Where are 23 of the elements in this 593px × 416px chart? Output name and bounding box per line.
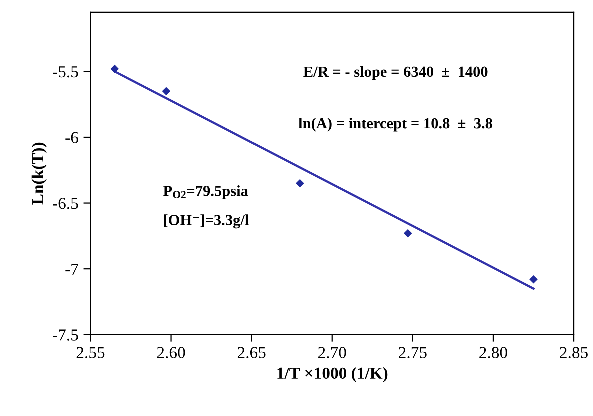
annotation: [OH⁻]=3.3g/l [164,214,249,229]
y-axis-title: Ln(k(T)) [32,142,47,205]
x-tick-label: 2.80 [480,347,508,358]
annotation: P$_{O2}$=79.5psia [163,186,248,200]
annotation: E/R = - slope = 6340 ± 1400 [304,66,488,80]
point [530,275,538,284]
x-tick-label: 2.65 [238,347,266,358]
x-tick-label: 2.60 [157,347,186,358]
x-tick-label: 2.70 [318,347,346,358]
y-tick-label: -5.5 [53,66,78,78]
y-tick-label: -7 [66,264,78,275]
annotation: ln(A) = intercept = 10.8 ± 3.8 [298,118,492,132]
y-tick-label: -6 [66,132,78,144]
x-axis-title: 1/T ×1000 (1/K) [278,367,388,382]
point [296,179,304,188]
y-tick-label: -6.5 [53,198,78,210]
point [404,229,412,238]
y-tick-label: -7.5 [53,330,78,341]
x-tick-label: 2.85 [560,347,588,358]
point [162,87,171,96]
x-tick-label: 2.55 [76,347,105,358]
x-tick-label: 2.75 [399,347,427,358]
point [110,64,120,74]
